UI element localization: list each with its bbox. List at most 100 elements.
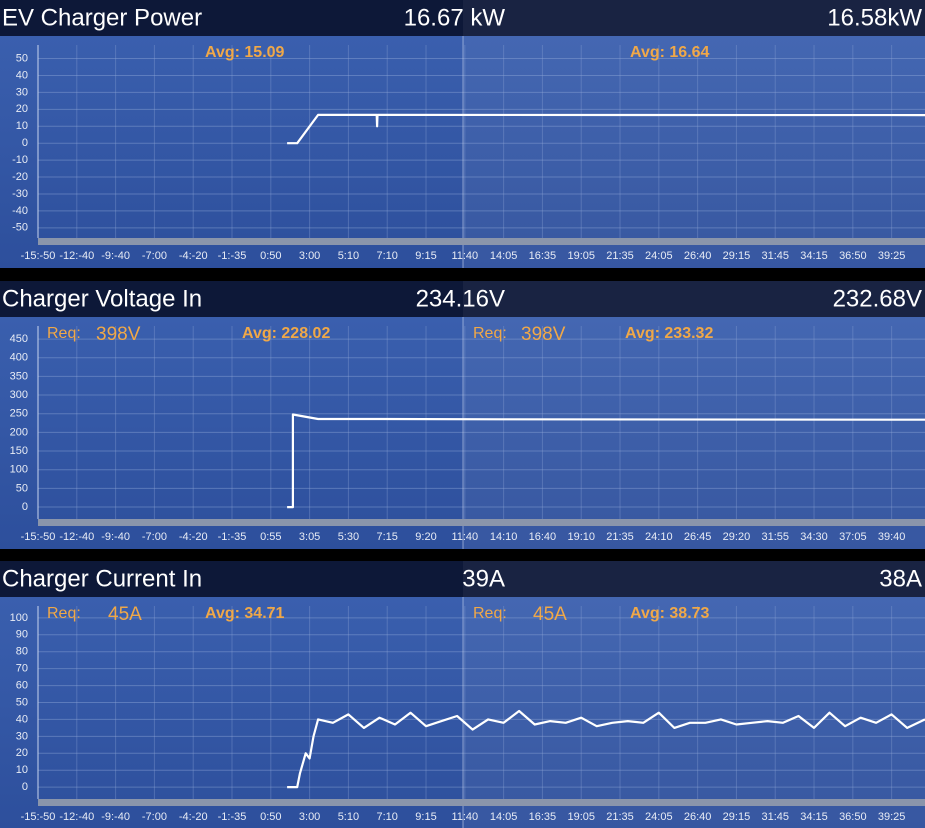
x-tick-label: -9:-40 [101,811,130,823]
x-tick-label: 3:05 [299,531,320,543]
right-readout: 232.68V [833,285,922,312]
x-tick-label: 11:40 [451,531,478,543]
left-readout: 39A [462,565,505,592]
req-value: 45A [108,604,142,625]
x-tick-label: 14:10 [490,531,518,543]
left-readout: 16.67 kW [404,4,506,31]
x-tick-label: 0:50 [260,811,281,823]
y-tick-label: 350 [10,370,28,382]
y-tick-label: 80 [16,646,28,658]
x-tick-label: 39:25 [878,811,906,823]
x-tick-label: -1:-35 [218,531,247,543]
x-tick-label: 5:30 [338,531,359,543]
x-tick-label: 34:30 [800,531,828,543]
avg-label: Avg: 34.71 [205,605,285,622]
x-tick-label: 29:15 [723,250,751,262]
y-tick-label: -50 [12,222,28,234]
y-tick-label: 50 [16,696,28,708]
right-readout: 38A [879,565,922,592]
chart-title: Charger Current In [2,565,202,592]
right-readout: 16.58kW [827,4,922,31]
x-tick-label: -12:-40 [59,531,94,543]
x-tick-label: 24:05 [645,250,673,262]
x-axis-strip [38,799,925,806]
y-tick-label: 100 [10,464,28,476]
y-tick-label: 250 [10,408,28,420]
y-tick-label: 40 [16,713,28,725]
y-tick-label: 0 [22,781,28,793]
y-tick-label: 300 [10,389,28,401]
right-half-shade [463,0,925,268]
header-bar [0,281,925,317]
x-tick-label: -7:00 [142,811,167,823]
y-tick-label: 100 [10,612,28,624]
x-tick-label: -12:-40 [59,250,94,262]
x-tick-label: 29:20 [723,531,751,543]
x-tick-label: 7:10 [377,811,398,823]
y-tick-label: 10 [16,764,28,776]
x-tick-label: 29:15 [723,811,751,823]
x-tick-label: -1:-35 [218,811,247,823]
x-tick-label: -15:-50 [21,250,56,262]
avg-label: Avg: 233.32 [625,325,713,342]
req-label: Req: [473,325,507,342]
x-tick-label: -1:-35 [218,250,247,262]
right-half-shade [463,281,925,549]
y-tick-label: -10 [12,154,28,166]
x-axis-strip [38,519,925,526]
x-tick-label: 0:55 [260,531,281,543]
y-tick-label: 20 [16,747,28,759]
y-tick-label: -40 [12,205,28,217]
x-tick-label: 11:40 [451,250,478,262]
x-tick-label: 26:40 [684,811,712,823]
x-tick-label: -9:-40 [101,250,130,262]
x-tick-label: 26:45 [684,531,712,543]
avg-label: Avg: 228.02 [242,325,330,342]
chart-title: EV Charger Power [2,4,202,31]
x-axis-strip [38,238,925,245]
right-half-shade [463,561,925,828]
x-tick-label: 5:10 [338,250,359,262]
y-tick-label: 450 [10,333,28,345]
y-tick-label: 50 [16,482,28,494]
y-tick-label: 70 [16,663,28,675]
x-tick-label: -7:00 [142,531,167,543]
chart-panel: Charger Current In 39A 38A 0 10 20 30 40 50 60 70 8… [0,561,925,828]
x-tick-label: 26:40 [684,250,712,262]
x-tick-label: 39:40 [878,531,906,543]
x-tick-label: 21:35 [606,531,634,543]
y-tick-label: 400 [10,352,28,364]
x-tick-label: -9:-40 [101,531,130,543]
x-tick-label: 19:10 [567,531,595,543]
x-tick-label: 24:10 [645,531,673,543]
x-tick-label: 31:45 [761,250,789,262]
x-tick-label: -15:-50 [21,531,56,543]
y-tick-label: -30 [12,188,28,200]
x-tick-label: 31:45 [761,811,789,823]
header-bar [0,0,925,36]
x-tick-label: 34:15 [800,250,828,262]
x-tick-label: 0:50 [260,250,281,262]
chart-panel: EV Charger Power 16.67 kW 16.58kW -50 -40 -30… [0,0,925,268]
x-tick-label: 5:10 [338,811,359,823]
x-tick-label: 7:10 [377,250,398,262]
data-line [287,413,925,509]
y-tick-label: -20 [12,171,28,183]
y-tick-label: 30 [16,86,28,98]
req-label: Req: [47,325,81,342]
avg-label: Avg: 15.09 [205,44,285,61]
x-tick-label: 16:40 [529,531,557,543]
avg-label: Avg: 38.73 [630,605,710,622]
header-bar [0,561,925,597]
x-tick-label: 3:00 [299,250,320,262]
x-tick-label: 31:55 [761,531,789,543]
x-tick-label: 24:05 [645,811,673,823]
x-tick-label: 14:05 [490,250,518,262]
req-label: Req: [473,605,507,622]
x-tick-label: 21:35 [606,250,634,262]
req-value: 45A [533,604,567,625]
x-tick-label: 9:15 [415,250,436,262]
x-tick-label: 3:00 [299,811,320,823]
chart-panel: Charger Voltage In 234.16V 232.68V 0 50 100 15… [0,281,925,549]
